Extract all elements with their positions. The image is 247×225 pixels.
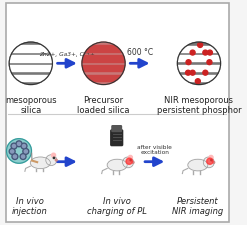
Circle shape — [13, 155, 17, 158]
Circle shape — [12, 154, 18, 160]
Circle shape — [207, 60, 212, 65]
FancyBboxPatch shape — [6, 3, 228, 222]
Text: after visible
excitation: after visible excitation — [137, 145, 172, 155]
Circle shape — [46, 155, 57, 166]
Bar — [9, 75, 52, 81]
Bar — [177, 46, 221, 52]
Circle shape — [53, 157, 55, 159]
Bar — [177, 65, 221, 71]
Circle shape — [207, 50, 212, 55]
Circle shape — [11, 143, 17, 149]
Circle shape — [55, 159, 57, 161]
Circle shape — [9, 42, 52, 85]
Bar — [9, 55, 52, 62]
Bar — [82, 65, 125, 71]
Circle shape — [126, 158, 132, 164]
Circle shape — [185, 70, 191, 75]
Text: In vivo
charging of PL: In vivo charging of PL — [87, 197, 147, 216]
Bar — [82, 75, 125, 81]
Text: Zn2+, Ga3+, Cr3+: Zn2+, Ga3+, Cr3+ — [39, 52, 95, 57]
Circle shape — [190, 70, 195, 75]
Circle shape — [211, 160, 212, 161]
Circle shape — [12, 144, 16, 148]
Ellipse shape — [188, 159, 208, 171]
Ellipse shape — [30, 157, 50, 169]
Circle shape — [186, 60, 191, 65]
Bar — [82, 55, 125, 62]
Circle shape — [177, 42, 221, 85]
Circle shape — [213, 162, 215, 163]
Bar — [9, 65, 52, 71]
Circle shape — [203, 50, 208, 55]
Circle shape — [17, 142, 21, 145]
Circle shape — [82, 42, 125, 85]
Circle shape — [123, 157, 134, 168]
Circle shape — [21, 143, 27, 149]
Circle shape — [23, 148, 29, 154]
Circle shape — [22, 144, 26, 148]
Text: 600 °C: 600 °C — [127, 48, 153, 57]
FancyBboxPatch shape — [111, 130, 123, 146]
Text: NIR mesoporous
persistent phosphor: NIR mesoporous persistent phosphor — [157, 96, 241, 115]
Circle shape — [16, 141, 22, 147]
Circle shape — [203, 157, 214, 168]
Circle shape — [198, 43, 203, 47]
Ellipse shape — [107, 159, 127, 171]
Circle shape — [21, 155, 25, 158]
Circle shape — [51, 153, 56, 157]
Text: Precursor
loaded silica: Precursor loaded silica — [77, 96, 130, 115]
Circle shape — [6, 139, 31, 163]
Circle shape — [24, 150, 27, 153]
Circle shape — [207, 158, 213, 164]
Bar — [9, 45, 52, 52]
Circle shape — [128, 155, 132, 160]
Bar — [177, 56, 221, 61]
Circle shape — [9, 148, 15, 154]
Text: mesoporous
silica: mesoporous silica — [5, 96, 57, 115]
Circle shape — [20, 154, 26, 160]
Circle shape — [130, 160, 131, 161]
Bar — [177, 75, 221, 81]
Circle shape — [190, 50, 195, 55]
Circle shape — [11, 150, 14, 153]
Circle shape — [195, 79, 200, 84]
Text: Persistent
NIR imaging: Persistent NIR imaging — [172, 197, 224, 216]
Text: In vivo
injection: In vivo injection — [12, 197, 47, 216]
Circle shape — [203, 70, 208, 75]
Bar — [82, 45, 125, 52]
FancyBboxPatch shape — [112, 126, 122, 131]
Circle shape — [132, 162, 134, 163]
Circle shape — [209, 155, 213, 160]
